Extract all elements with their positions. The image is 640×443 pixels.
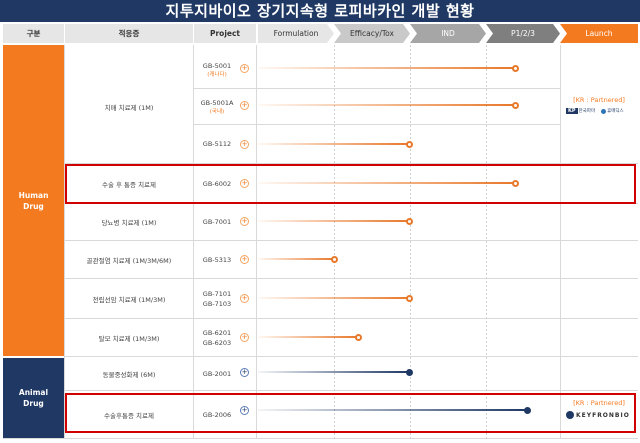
row-divider [3,438,638,439]
expand-icon[interactable]: + [240,333,249,342]
kp-logo: KP 한국파마 [566,108,595,114]
indication-hair-loss: 탈모 치료제 (1M/3M) [98,334,160,343]
progress-marker [511,101,519,109]
phase-launch: Launch [560,24,638,43]
indication-animal-neutering: 동물중성화제 (6M) [102,370,156,379]
grid-line [256,45,257,438]
kp-logo-mark: KP [566,108,578,114]
progress-bar [258,143,409,145]
project-gb-7001: GB-7001 [202,218,232,226]
progress-bar [258,220,409,222]
project-note: (국내) [209,108,225,115]
row-divider [64,240,638,241]
grid-line [334,45,335,438]
highlight-box-postop-pain [65,164,636,204]
project-gb-5313: GB-5313 [202,255,232,264]
progress-bar [258,336,358,338]
header-indication: 적응증 [65,24,193,43]
indication-prostate-cancer: 전립선암 치료제 (1M/3M) [92,295,166,304]
page-title: 지투지바이오 장기지속형 로피바카인 개발 현황 [0,0,640,22]
humedix-logo: 휴메딕스 [601,108,624,114]
progress-bar [258,67,515,69]
expand-icon[interactable]: + [240,217,249,226]
progress-marker [406,368,413,376]
progress-marker [354,333,362,341]
expand-icon[interactable]: + [240,368,249,377]
project-gb-5112: GB-5112 [202,140,232,148]
category-human-drug: Human Drug [3,45,64,356]
progress-marker [330,255,338,263]
expand-icon[interactable]: + [240,64,249,73]
progress-bar [258,182,515,184]
keyfronbio-logo-text: KEYFRONBIO [576,411,630,419]
indication-postop-pain: 수술 후 통증 치료제 [101,181,157,189]
progress-marker [523,406,531,414]
progress-marker [511,179,519,187]
phase-efficacy-tox: Efficacy/Tox [334,24,410,43]
indication-diabetes: 당뇨병 치료제 (1M) [101,219,157,227]
project-gb-6002: GB-6002 [202,180,232,188]
grid-line [486,45,487,438]
project-gb-6201: GB-6201 GB-6203 [194,319,240,356]
grid-line [64,45,65,438]
expand-icon[interactable]: + [240,294,249,303]
project-gb-2001: GB-2001 [202,369,232,378]
progress-marker [406,294,413,302]
partner-logos: KP 한국파마 휴메딕스 [566,108,624,114]
expand-icon[interactable]: + [240,140,249,149]
expand-icon[interactable]: + [240,255,249,264]
grid-line [193,45,194,438]
phase-formulation: Formulation [258,24,334,43]
progress-bar [258,371,409,373]
header-category: 구분 [3,24,64,43]
project-gb-5001a: GB-5001A (국내) [194,89,240,124]
progress-marker [511,64,519,72]
project-code: GB-7103 [202,299,232,308]
expand-icon[interactable]: + [240,179,249,188]
humedix-logo-text: 휴메딕스 [607,109,624,114]
project-note: (캐나다) [207,72,227,78]
expand-icon[interactable]: + [240,406,249,415]
project-code: GB-5001A [200,98,234,107]
progress-bar [258,104,515,106]
row-divider [64,318,638,319]
partner-label-human: [KR : Partnered] [573,96,625,104]
grid-line [560,45,561,438]
row-divider [64,163,638,164]
keyfronbio-logo-icon [566,411,574,419]
row-divider [64,356,638,357]
progress-marker [406,217,413,225]
kp-logo-text: 한국파마 [578,109,596,114]
indication-dementia: 치매 치료제 (1M) [104,103,154,112]
phase-p1-2-3: P1/2/3 [486,24,560,43]
project-gb-7101: GB-7101 GB-7103 [194,279,240,318]
row-divider [64,390,638,391]
progress-bar [258,258,334,260]
project-gb-2006: GB-2006 [202,410,232,419]
project-code: GB-5001 [202,62,232,70]
humedix-logo-icon [601,108,607,114]
keyfronbio-logo: KEYFRONBIO [566,411,630,419]
progress-bar [258,297,409,299]
row-divider [64,278,638,279]
project-code: GB-6201 [202,328,232,337]
partner-label-animal: [KR : Partnered] [573,399,625,407]
highlight-box-animal-postop-pain [65,393,636,433]
indication-animal-postop-pain: 수술후통증 치료제 [104,411,154,420]
expand-icon[interactable]: + [240,101,249,110]
row-divider [194,124,560,125]
project-code: GB-7101 [202,289,232,298]
row-divider [194,88,560,89]
grid-line [410,45,411,438]
project-gb-5001: GB-5001 (캐나다) [194,52,240,88]
header-project: Project [194,24,256,43]
progress-bar [258,409,527,411]
project-code: GB-6203 [202,338,232,347]
progress-marker [406,140,413,148]
category-animal-drug: Animal Drug [3,358,64,438]
indication-osteoarthritis: 골관절염 치료제 (1M/3M/6M) [86,256,172,265]
phase-ind: IND [410,24,486,43]
